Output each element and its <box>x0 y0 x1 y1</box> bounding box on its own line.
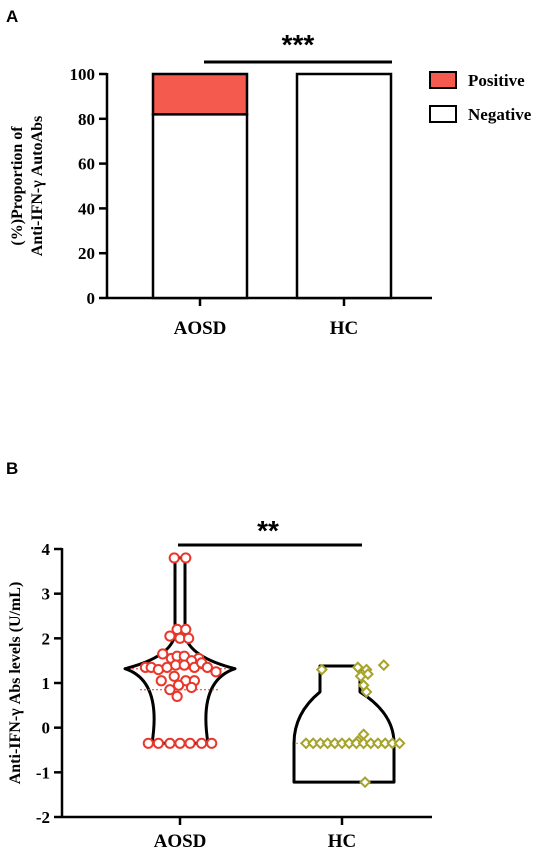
hc-data-point <box>377 659 390 672</box>
hc-data-point <box>351 661 364 674</box>
aosd-data-point <box>168 552 180 564</box>
panel-b-chart: Anti-IFN-γ Abs levels (U/mL) ** -2 -1 0 1 2 3… <box>7 515 432 852</box>
legend-label-positive: Positive <box>468 71 525 90</box>
panel-a-xtick-label: HC <box>330 318 359 339</box>
panel-b-ytick-label: 4 <box>42 540 51 559</box>
aosd-data-point <box>174 737 186 749</box>
panel-a-ytick-label: 100 <box>70 65 96 84</box>
aosd-data-point <box>183 632 195 644</box>
aosd-data-point <box>206 737 218 749</box>
panel-b-ytick-label: -1 <box>36 763 50 782</box>
panel-a-ytick-label: 40 <box>78 199 95 218</box>
panel-a-ytick-label: 0 <box>87 289 96 308</box>
legend-swatch-positive <box>429 71 457 89</box>
panel-a-xtick-label: AOSD <box>174 318 227 339</box>
hc-data-point <box>359 776 372 789</box>
aosd-data-point <box>184 737 196 749</box>
aosd-data-point <box>201 661 213 673</box>
panel-a-ylabel-line2: Anti-IFN-γ AutoAbs <box>29 116 46 256</box>
aosd-data-point <box>196 737 208 749</box>
panel-a-ytick-label: 20 <box>78 244 95 263</box>
panel-b-xtick-label: HC <box>328 831 357 852</box>
panel-a-bar-negative <box>151 113 249 300</box>
aosd-data-point <box>180 552 192 564</box>
aosd-data-point <box>171 690 183 703</box>
aosd-data-point <box>164 684 176 696</box>
aosd-data-point <box>142 737 154 749</box>
aosd-data-point <box>172 679 185 691</box>
panel-a-ytick-label: 80 <box>78 110 95 129</box>
panel-b-ylabel: Anti-IFN-γ Abs levels (U/mL) <box>7 582 24 785</box>
panel-b-ytick-label: 3 <box>42 585 51 604</box>
hc-data-point <box>393 737 406 750</box>
panel-a-bar-positive <box>151 72 249 116</box>
panel-b-letter: B <box>6 459 18 478</box>
hc-data-point <box>361 668 374 681</box>
aosd-data-point <box>168 670 180 682</box>
aosd-data-point <box>210 666 222 678</box>
panel-b-ytick-label: -2 <box>36 808 50 827</box>
panel-b-ytick-label: 0 <box>42 719 51 738</box>
panel-a-letter: A <box>6 7 18 26</box>
panel-a-significance: *** <box>282 29 315 60</box>
panel-a-ylabel-line1: (%)Proportion of <box>9 126 26 246</box>
panel-b-significance: ** <box>257 515 279 546</box>
legend-label-negative: Negative <box>468 105 532 124</box>
hc-data-point <box>360 685 373 698</box>
panel-b-ytick-label: 1 <box>42 674 51 693</box>
aosd-violin <box>123 556 237 745</box>
aosd-data-point <box>185 681 198 694</box>
aosd-data-point <box>178 659 190 671</box>
panel-a-bar-negative <box>295 72 393 300</box>
aosd-data-point <box>164 737 176 749</box>
aosd-data-point <box>180 623 192 636</box>
legend-swatch-negative <box>429 105 457 123</box>
aosd-data-point <box>152 737 164 749</box>
hc-data-point <box>315 663 328 676</box>
panel-b-ytick-label: 2 <box>42 629 51 648</box>
panel-a-ytick-label: 60 <box>78 155 95 174</box>
hc-violin <box>292 664 396 784</box>
aosd-data-point <box>157 648 169 660</box>
panel-b-xtick-label: AOSD <box>154 831 207 852</box>
panel-a-chart: (%)Proportion of Anti-IFN-γ AutoAbs *** … <box>9 29 532 339</box>
aosd-data-point <box>155 675 167 687</box>
aosd-data-point <box>164 630 176 642</box>
